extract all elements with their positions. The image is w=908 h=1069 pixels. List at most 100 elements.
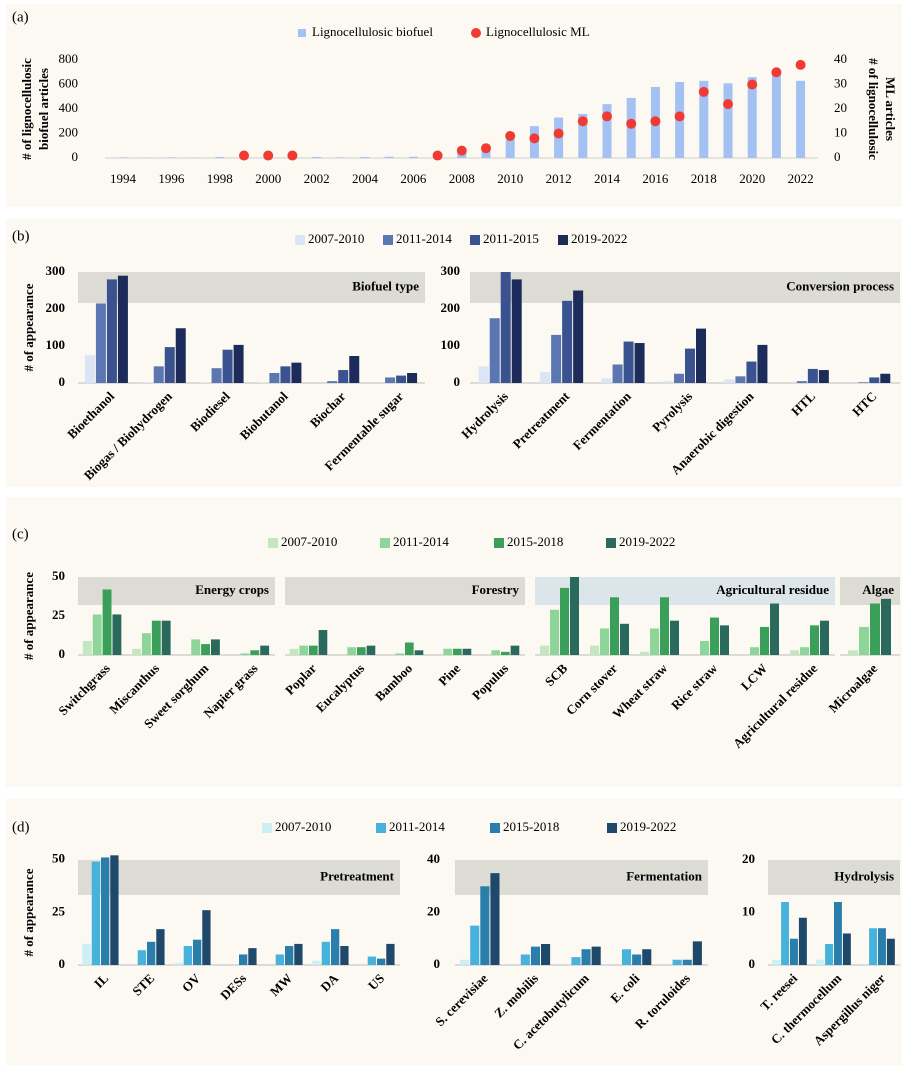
bar [82,943,91,965]
bar [591,946,601,965]
bar [443,648,452,655]
panel-label: (d) [12,819,30,835]
bar [869,928,877,965]
scatter-point [456,145,467,156]
legend-marker [558,235,568,245]
bar [340,946,349,965]
bar [796,80,806,158]
bar [640,651,649,655]
legend-marker [606,538,616,548]
scatter-point [505,130,516,141]
scatter-point [698,86,709,97]
bar [84,355,95,383]
panel-background [6,799,902,1065]
x-tick-label: 2010 [497,171,523,186]
bar [386,943,395,965]
bar [590,645,599,655]
bar [834,902,842,965]
y-tick-label: 0 [59,646,66,661]
bar [880,373,891,383]
panel-label: (b) [12,228,30,244]
bar [210,639,220,655]
category-band [78,860,400,895]
x-tick-label: 2002 [304,171,330,186]
bar [881,598,891,655]
bar [878,928,886,965]
bar [750,647,759,655]
legend-marker [494,538,504,548]
y-tick-label: 0 [454,374,461,389]
bar [663,381,673,383]
bar [540,371,551,383]
bar [309,645,318,655]
bar [820,620,829,655]
x-tick-label: 2014 [594,171,621,186]
bar [692,941,702,965]
y-tick-label: 50 [52,851,65,866]
bar [610,597,619,655]
bar [95,303,106,383]
bar [200,382,211,383]
bar [357,647,366,655]
bar [174,962,183,965]
y-tick-label: 50 [52,568,65,583]
bar [770,603,779,655]
bar [505,139,515,158]
bar [771,72,781,158]
subplot-title: Biofuel type [352,278,419,293]
bar [858,382,869,383]
bar [156,929,165,965]
bar [825,944,833,965]
scatter-point [650,116,661,127]
bar [312,157,322,158]
bar [869,377,880,383]
bar [723,83,733,158]
bar [724,379,735,383]
scatter-point [529,133,540,144]
bar [147,941,156,965]
legend-label: 2011-2014 [389,819,445,834]
bar [491,650,500,655]
bar [541,944,551,965]
legend-marker [380,538,390,548]
bar [82,640,92,655]
bar [560,587,569,655]
bar [453,648,462,655]
bar [151,620,161,655]
bar [842,933,851,965]
bar [551,334,562,383]
bar [336,157,346,158]
category-band [768,860,900,895]
scatter-point [263,150,274,161]
bar [810,625,819,655]
legend-marker [298,29,306,37]
bar [240,653,250,655]
bar [222,349,233,383]
y-tick-label: 400 [59,100,79,115]
legend-label: 2011-2015 [483,231,539,246]
bar [500,272,511,383]
bar [870,603,880,655]
panel-label: (c) [12,526,29,542]
bar [602,104,612,158]
y-tick-label: 200 [441,300,461,315]
bar [233,344,244,383]
x-tick-label: 2022 [788,171,814,186]
bar [790,938,798,965]
y2-tick-label: 30 [834,75,847,90]
bar [331,929,340,965]
bar [570,577,579,655]
x-tick-label: 1998 [207,171,233,186]
x-tick-label: 1996 [158,171,185,186]
y-tick-label: 20 [427,903,440,918]
bar [260,645,270,655]
x-tick-label: 1994 [110,171,137,186]
bar [289,648,299,655]
scatter-point [747,79,758,90]
bar [470,925,480,965]
legend-label: 2019-2022 [619,534,675,549]
y-axis-label: # of appearance [21,283,36,371]
bar [818,370,829,383]
bar [294,943,303,965]
